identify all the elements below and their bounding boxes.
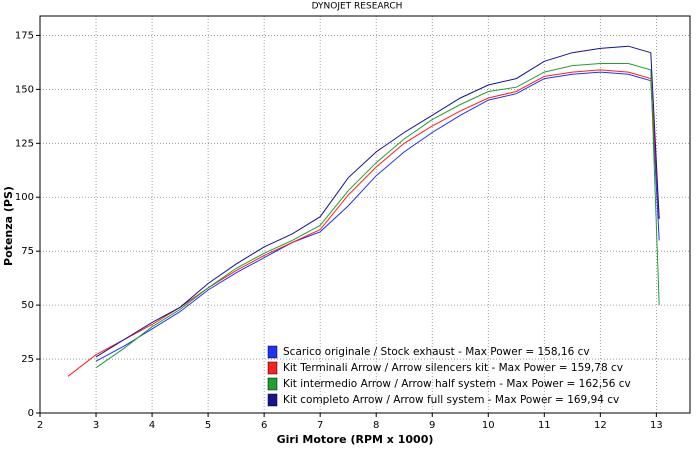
plot-frame bbox=[39, 15, 691, 414]
legend-label: Kit completo Arrow / Arrow full system -… bbox=[283, 394, 619, 406]
y-tick-label: 0 bbox=[28, 408, 34, 419]
x-tick-label: 4 bbox=[149, 420, 155, 431]
x-axis-label: Giri Motore (RPM x 1000) bbox=[277, 433, 434, 446]
y-tick-label: 50 bbox=[21, 300, 34, 311]
y-tick-label: 175 bbox=[15, 30, 34, 41]
y-axis-label: Potenza (PS) bbox=[2, 186, 15, 266]
y-tick-label: 25 bbox=[21, 354, 34, 365]
x-tick-label: 12 bbox=[594, 420, 607, 431]
x-tick-label: 9 bbox=[429, 420, 435, 431]
legend-swatch bbox=[267, 345, 278, 359]
x-tick-label: 6 bbox=[261, 420, 267, 431]
x-tick-label: 10 bbox=[482, 420, 495, 431]
legend-swatch bbox=[267, 377, 278, 391]
y-tick-label: 75 bbox=[21, 246, 34, 257]
x-tick-label: 11 bbox=[538, 420, 551, 431]
y-tick-label: 125 bbox=[15, 138, 34, 149]
x-tick-label: 13 bbox=[650, 420, 663, 431]
x-tick-label: 5 bbox=[205, 420, 211, 431]
x-tick-label: 3 bbox=[93, 420, 99, 431]
series-line bbox=[95, 63, 660, 369]
legend-swatch bbox=[267, 361, 278, 375]
x-tick-label: 8 bbox=[373, 420, 379, 431]
legend-label: Kit Terminali Arrow / Arrow silencers ki… bbox=[283, 362, 623, 374]
legend-label: Kit intermedio Arrow / Arrow half system… bbox=[283, 378, 631, 390]
legend-label: Scarico originale / Stock exhaust - Max … bbox=[283, 346, 590, 358]
chart-title: DYNOJET RESEARCH bbox=[312, 2, 403, 12]
legend-swatch bbox=[267, 393, 278, 407]
series-line bbox=[67, 69, 660, 377]
x-tick-label: 7 bbox=[317, 420, 323, 431]
x-tick-label: 2 bbox=[37, 420, 43, 431]
y-tick-label: 100 bbox=[15, 192, 34, 203]
series-line bbox=[95, 45, 660, 358]
series-line bbox=[95, 71, 660, 362]
y-tick-label: 150 bbox=[15, 84, 34, 95]
